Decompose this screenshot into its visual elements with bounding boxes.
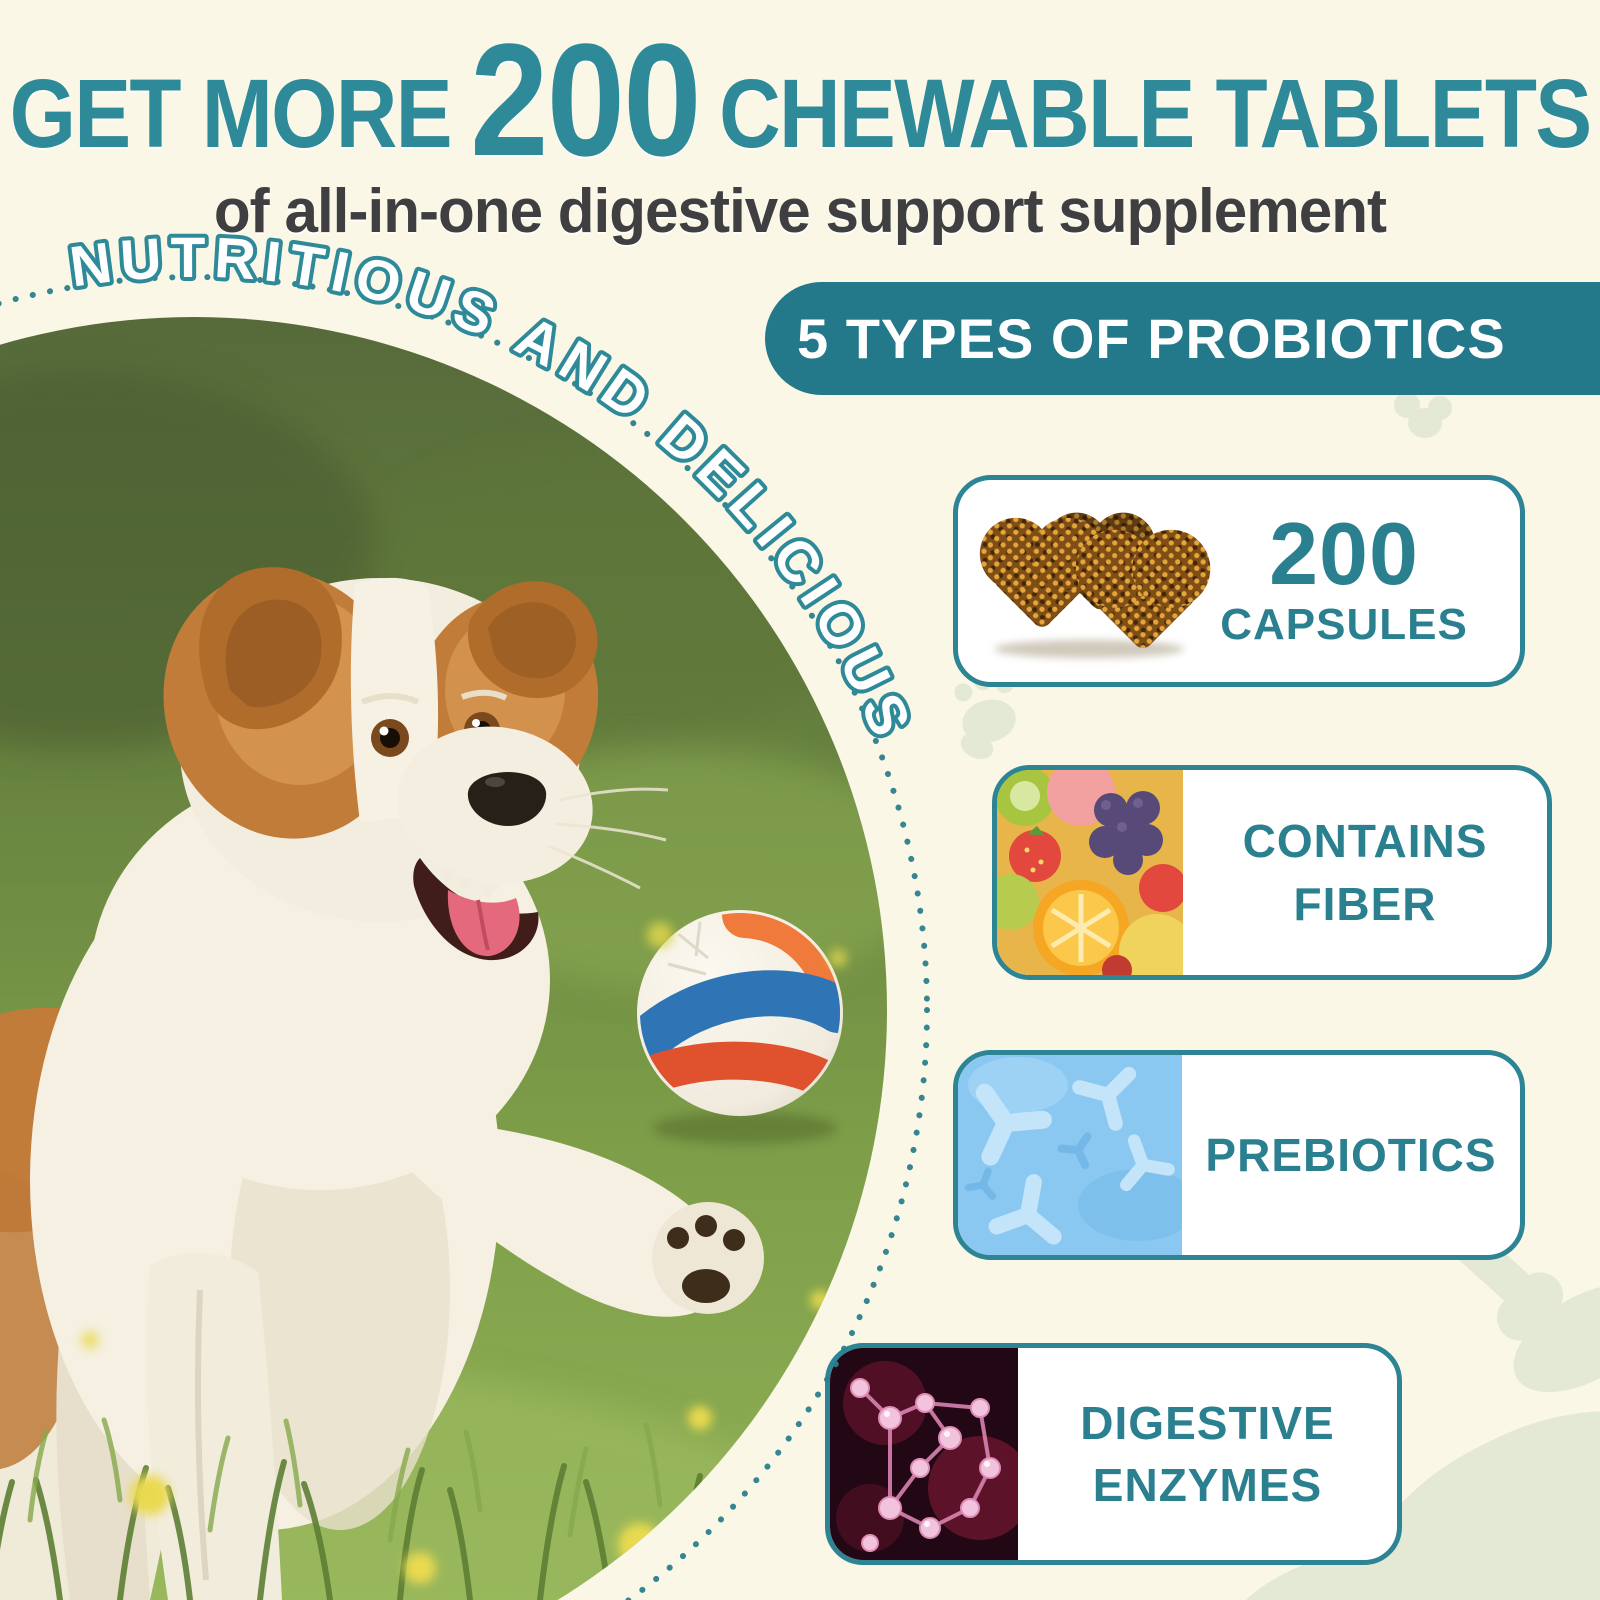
enzymes-image	[830, 1348, 1018, 1560]
title-count: 200	[470, 10, 701, 189]
fiber-card: CONTAINS FIBER	[992, 765, 1552, 980]
page-title: GET MORE 200 CHEWABLE TABLETS	[10, 10, 1593, 189]
fiber-label-line2: FIBER	[1293, 877, 1437, 930]
capsules-count: 200	[1269, 504, 1419, 604]
enzymes-card: DIGESTIVE ENZYMES	[825, 1343, 1402, 1565]
probiotics-ribbon: 5 TYPES OF PROBIOTICS	[765, 282, 1600, 395]
enzymes-label-line1: DIGESTIVE	[1080, 1396, 1335, 1449]
fiber-label-line1: CONTAINS	[1242, 815, 1488, 868]
clover-watermark-icon	[1394, 392, 1452, 438]
prebiotics-image	[958, 1055, 1182, 1255]
page-subtitle: of all-in-one digestive support suppleme…	[213, 177, 1387, 246]
chew-treats-icon	[976, 500, 1206, 670]
fruits-image	[997, 770, 1183, 975]
title-prefix: GET MORE	[9, 59, 453, 169]
enzymes-label-line2: ENZYMES	[1092, 1459, 1323, 1511]
capsules-card: 200 CAPSULES	[953, 475, 1525, 687]
page-header: GET MORE 200 CHEWABLE TABLETS of all-in-…	[0, 10, 1600, 247]
prebiotics-card: PREBIOTICS	[953, 1050, 1525, 1260]
title-suffix: CHEWABLE TABLETS	[719, 59, 1592, 169]
prebiotics-label: PREBIOTICS	[1205, 1128, 1497, 1181]
probiotics-ribbon-label: 5 TYPES OF PROBIOTICS	[797, 307, 1506, 370]
capsules-label: CAPSULES	[1220, 599, 1468, 649]
